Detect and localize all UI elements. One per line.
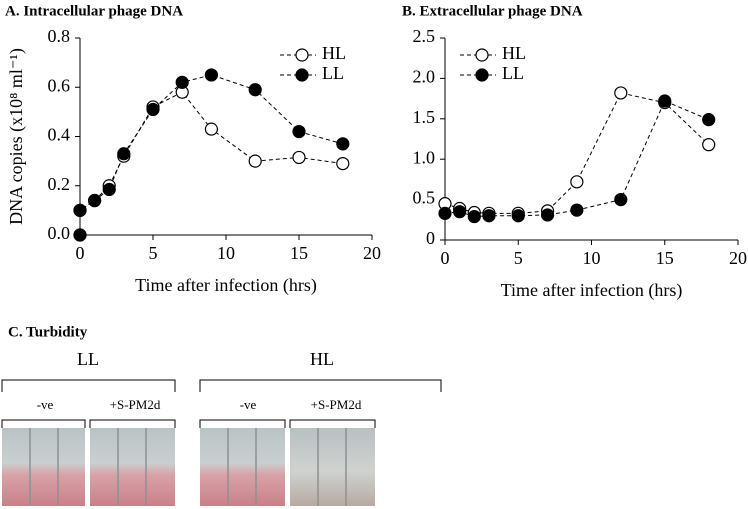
panel-c-title: C. Turbidity xyxy=(8,324,88,340)
y-tick-label: 0.5 xyxy=(413,188,436,208)
data-point xyxy=(614,86,628,100)
tube-edges xyxy=(29,428,347,506)
bracket xyxy=(199,379,442,392)
data-point xyxy=(511,209,525,223)
subgroup-label: -ve xyxy=(240,397,257,412)
data-point xyxy=(292,150,306,165)
chart-title: A. Intracellular phage DNA xyxy=(5,3,183,19)
data-point xyxy=(175,75,189,89)
x-tick-label: 15 xyxy=(290,243,308,263)
data-point xyxy=(204,68,218,82)
data-point xyxy=(248,83,262,97)
data-point xyxy=(614,193,628,207)
x-tick-label: 0 xyxy=(76,243,85,263)
legend-label: HL xyxy=(322,43,346,63)
x-tick-label: 10 xyxy=(217,243,235,263)
legend-marker xyxy=(475,68,489,82)
x-tick-label: 5 xyxy=(149,243,158,263)
bracket xyxy=(1,419,176,428)
data-point xyxy=(540,208,555,222)
data-point xyxy=(453,205,467,219)
data-point xyxy=(570,175,584,189)
y-tick-label: 0.4 xyxy=(48,125,71,145)
x-axis-label: Time after infection (hrs) xyxy=(501,280,683,301)
bracket xyxy=(1,379,176,392)
y-tick-label: 0.8 xyxy=(48,26,71,46)
data-point xyxy=(336,137,350,151)
data-point xyxy=(467,209,481,224)
data-point xyxy=(146,102,160,117)
data-point xyxy=(292,124,306,139)
turbidity-panel xyxy=(1,379,442,428)
y-tick-label: 2.0 xyxy=(413,67,436,87)
data-point xyxy=(73,228,87,242)
series-line xyxy=(444,92,710,214)
y-tick-label: 1.5 xyxy=(413,107,436,127)
data-point xyxy=(702,138,716,152)
legend-marker xyxy=(295,68,309,82)
legend-label: HL xyxy=(502,43,526,63)
series-line xyxy=(79,91,343,235)
data-point xyxy=(117,147,131,161)
x-axis-label: Time after infection (hrs) xyxy=(135,275,317,296)
photo xyxy=(90,428,175,506)
series-line xyxy=(444,100,709,218)
data-point xyxy=(702,113,716,127)
data-point xyxy=(204,122,218,136)
y-tick-label: 0.0 xyxy=(48,223,71,243)
y-tick-label: 0.2 xyxy=(48,174,71,194)
data-point xyxy=(482,209,496,223)
x-tick-label: 20 xyxy=(729,248,747,268)
chart-title: B. Extracellular phage DNA xyxy=(402,3,583,19)
data-point xyxy=(658,94,672,108)
y-tick-label: 1.0 xyxy=(413,147,436,167)
legend-label: LL xyxy=(502,63,524,83)
photo xyxy=(2,428,85,506)
y-tick-label: 0.6 xyxy=(48,75,71,95)
subgroup-label: -ve xyxy=(37,397,54,412)
legend-marker xyxy=(295,48,309,62)
data-point xyxy=(570,203,584,217)
group-label: HL xyxy=(310,349,334,369)
bracket xyxy=(199,419,376,428)
photo xyxy=(290,428,375,506)
data-point xyxy=(87,193,102,208)
legend-label: LL xyxy=(322,63,344,83)
photo xyxy=(200,428,285,506)
x-tick-label: 5 xyxy=(514,248,523,268)
y-tick-label: 2.5 xyxy=(413,26,436,46)
y-axis-label: DNA copies (x10⁸ ml⁻¹) xyxy=(6,48,27,225)
data-point xyxy=(102,182,116,197)
x-tick-label: 0 xyxy=(441,248,450,268)
data-point xyxy=(73,203,87,217)
x-tick-label: 20 xyxy=(363,243,381,263)
x-tick-label: 10 xyxy=(583,248,601,268)
legend-marker xyxy=(475,48,489,62)
data-point xyxy=(248,154,262,168)
data-point xyxy=(336,156,350,171)
y-tick-label: 0 xyxy=(426,228,435,248)
x-tick-label: 15 xyxy=(656,248,674,268)
subgroup-label: +S-PM2d xyxy=(110,397,161,412)
group-label: LL xyxy=(77,349,99,369)
tube-photos xyxy=(2,428,375,506)
data-point xyxy=(438,206,452,220)
subgroup-label: +S-PM2d xyxy=(311,397,362,412)
